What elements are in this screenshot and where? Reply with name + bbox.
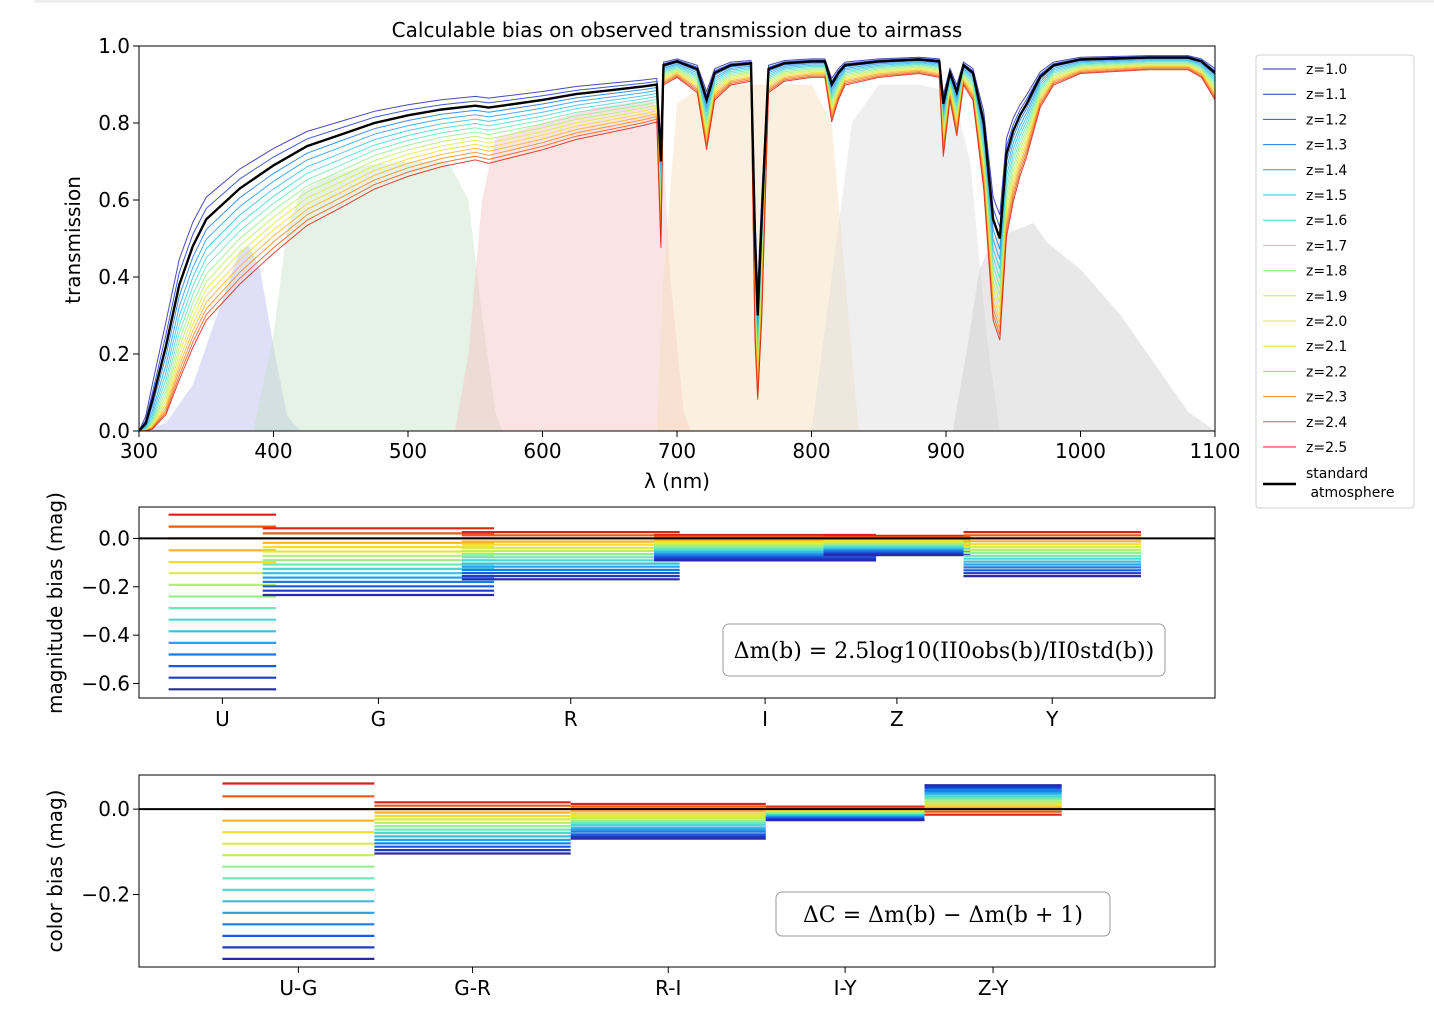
band-label: U: [215, 707, 230, 731]
y-tick-label: −0.4: [81, 623, 130, 647]
legend-label: z=1.5: [1306, 188, 1347, 204]
y-tick-label: 0.6: [98, 188, 130, 212]
filter-curves: [139, 84, 1215, 431]
x-tick-label: 1000: [1055, 439, 1106, 463]
band-label: Z: [890, 707, 904, 731]
color-bias-panel: 0.0 −0.2 U-G G-R R-I I-Y Z-Y color bias (mag)…: [43, 774, 1216, 1000]
color-formula: ΔC = Δm(b) − Δm(b + 1): [803, 903, 1083, 928]
band-label: Y: [1045, 707, 1059, 731]
magnitude-formula-box: [722, 623, 1166, 677]
series-z=2.5: [139, 69, 1215, 431]
y-tick-label: 0.4: [98, 265, 130, 289]
filter-u-curve: [139, 246, 301, 431]
x-tick-label: 300: [120, 439, 158, 463]
legend-label: z=1.9: [1306, 289, 1347, 305]
band-label: I: [762, 707, 768, 731]
legend-label: z=2.3: [1306, 390, 1347, 406]
legend-label: z=1.3: [1306, 138, 1347, 154]
y-tick-label: 1.0: [98, 34, 130, 58]
transmission-x-ticks: 300 400 500 600 700 800 900 1000 1100: [120, 431, 1241, 463]
color-axes-frame: [138, 774, 1216, 968]
legend-label: z=1.2: [1306, 112, 1347, 128]
y-tick-label: 0.0: [98, 526, 130, 550]
transmission-panel: Calculable bias on observed transmission…: [61, 18, 1240, 493]
band-label: G-R: [454, 976, 491, 1000]
legend-label: z=1.1: [1306, 87, 1347, 103]
color-band-labels: U-G G-R R-I I-Y Z-Y: [279, 967, 1009, 1000]
x-axis-label: λ (nm): [644, 469, 710, 493]
legend: z=1.0 z=1.1 z=1.2 z=1.3 z=1.4 z=1.5 z=1.6 z=1.7…: [1255, 54, 1415, 509]
transmission-lines: [139, 55, 1215, 431]
y-tick-label: −0.2: [81, 882, 130, 906]
x-tick-label: 400: [254, 439, 292, 463]
x-tick-label: 500: [389, 439, 427, 463]
y-axis-label: transmission: [61, 176, 85, 304]
y-tick-label: −0.2: [81, 575, 130, 599]
transmission-y-ticks: 0.0 0.2 0.4 0.6 0.8 1.0: [98, 34, 139, 443]
filter-g-curve: [253, 161, 503, 431]
y-tick-label: 0.0: [98, 419, 130, 443]
x-tick-label: 600: [523, 439, 561, 463]
band-label: R: [564, 707, 578, 731]
color-formula-box: [775, 891, 1111, 937]
band-label: G: [371, 707, 387, 731]
y-tick-label: 0.8: [98, 111, 130, 135]
x-tick-label: 900: [927, 439, 965, 463]
legend-label: z=2.5: [1306, 440, 1347, 456]
chart-title: Calculable bias on observed transmission…: [392, 18, 963, 42]
legend-label-line: standard: [1306, 466, 1368, 482]
legend-label: z=1.8: [1306, 264, 1347, 280]
magnitude-formula: Δm(b) = 2.5log10(II0obs(b)/II0std(b)): [734, 639, 1154, 664]
x-tick-label: 1100: [1190, 439, 1241, 463]
filter-z-curve: [811, 84, 1000, 431]
series-standard-atmosphere: [139, 56, 1215, 431]
legend-label-line: atmosphere: [1306, 485, 1394, 501]
x-tick-label: 700: [658, 439, 696, 463]
filter-y-curve: [952, 223, 1215, 431]
legend-label: z=2.0: [1306, 314, 1347, 330]
color-y-label: color bias (mag): [43, 790, 67, 953]
y-tick-label: 0.0: [98, 797, 130, 821]
top-divider: [34, 0, 1434, 3]
magnitude-bias-panel: 0.0 −0.2 −0.4 −0.6 U G R I Z Y magnitude bias (m…: [43, 492, 1216, 731]
magnitude-y-label: magnitude bias (mag): [43, 492, 67, 714]
color-bias-bars: [139, 782, 1215, 961]
band-label: U-G: [279, 976, 317, 1000]
magnitude-bias-bars: [139, 513, 1215, 691]
magnitude-axes-frame: [138, 506, 1216, 699]
band-label: R-I: [655, 976, 681, 1000]
legend-label: standard atmosphere: [1306, 466, 1394, 501]
legend-label: z=2.2: [1306, 364, 1347, 380]
legend-box: [1255, 54, 1415, 509]
band-label: Z-Y: [978, 976, 1009, 1000]
band-label: I-Y: [834, 976, 858, 1000]
y-tick-label: −0.6: [81, 671, 130, 695]
legend-label: z=2.1: [1306, 339, 1347, 355]
legend-label: z=1.6: [1306, 213, 1347, 229]
x-tick-label: 800: [792, 439, 830, 463]
legend-label: z=1.4: [1306, 163, 1347, 179]
filter-i-curve: [656, 84, 859, 431]
magnitude-y-ticks: 0.0 −0.2 −0.4 −0.6: [81, 526, 139, 695]
color-y-ticks: 0.0 −0.2: [81, 797, 139, 906]
legend-label: z=1.0: [1306, 62, 1347, 78]
legend-label: z=2.4: [1306, 415, 1347, 431]
y-tick-label: 0.2: [98, 342, 130, 366]
legend-label: z=1.7: [1306, 238, 1347, 254]
filter-r-curve: [455, 99, 691, 431]
